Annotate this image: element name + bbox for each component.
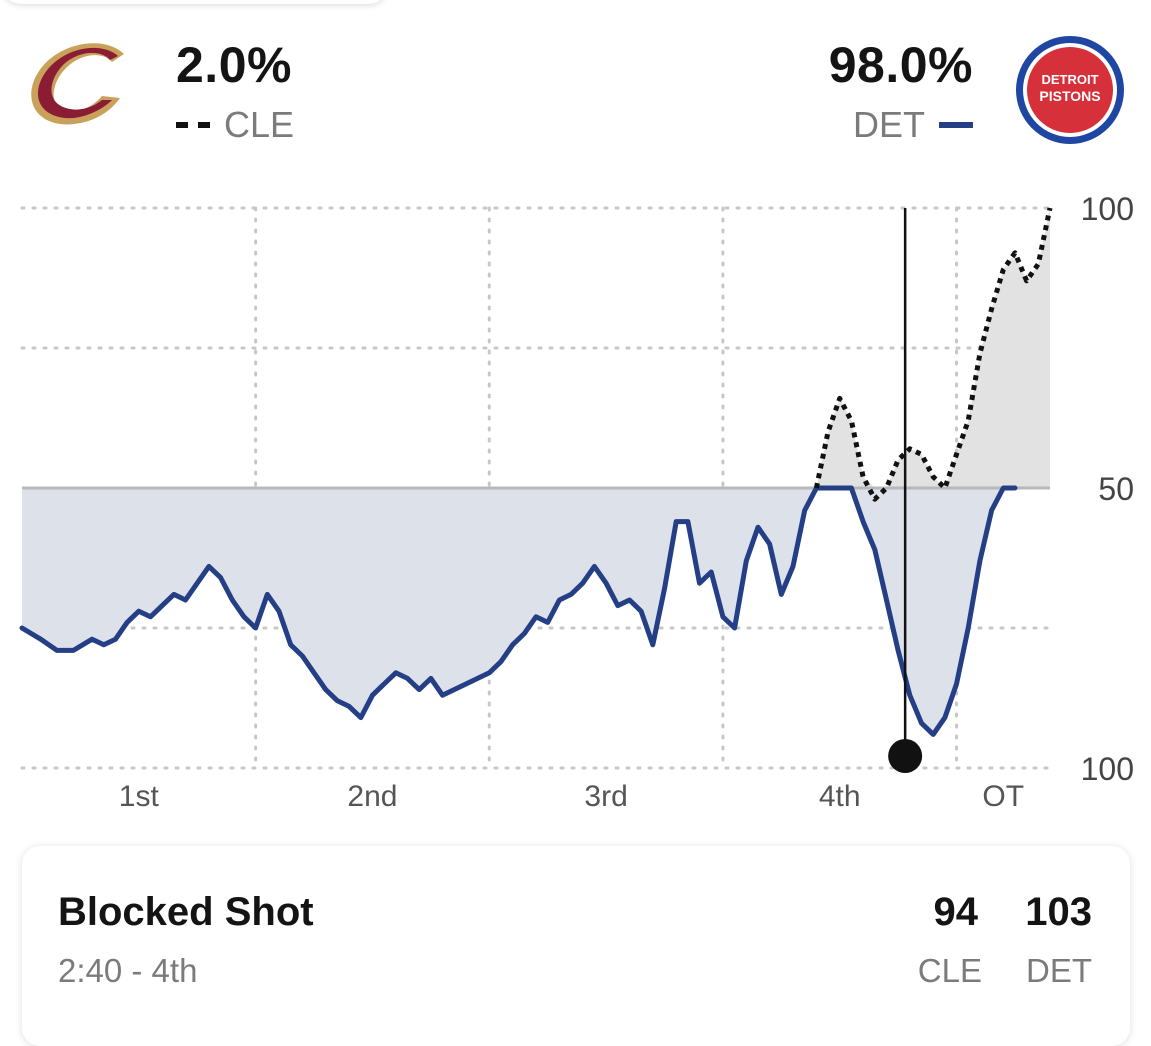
play-marker xyxy=(888,208,923,773)
y-axis-labels: 100 50 100 xyxy=(1081,191,1134,787)
win-probability-chart[interactable]: 100 50 100 1st 2nd 3rd 4th OT xyxy=(0,0,1151,830)
cle-legend-label: CLE xyxy=(224,104,295,145)
x-axis-tick-label: 1st xyxy=(119,780,160,813)
top-sheet-edge xyxy=(0,0,390,4)
det-legend: DET xyxy=(853,104,973,146)
det-area-fill xyxy=(22,488,1015,735)
det-series-line xyxy=(19,485,1018,737)
play-time: 2:40 - 4th xyxy=(58,952,198,989)
cle-score: 94 xyxy=(933,890,979,934)
det-legend-label: DET xyxy=(853,104,925,145)
det-score: 103 xyxy=(1025,890,1092,934)
det-win-probability: 98.0% xyxy=(828,37,973,93)
x-axis-tick-label: 2nd xyxy=(347,780,397,813)
x-axis-tick-label: OT xyxy=(982,780,1024,813)
det-abbr: DET xyxy=(1026,952,1092,989)
play-description: Blocked Shot xyxy=(58,890,314,934)
x-axis-tick-label: 4th xyxy=(819,780,861,813)
cavaliers-logo xyxy=(31,43,124,125)
svg-text:DETROIT: DETROIT xyxy=(1041,72,1098,87)
cle-win-probability: 2.0% xyxy=(176,37,292,93)
cle-area-fill xyxy=(816,208,1050,488)
y-axis-tick-label: 50 xyxy=(1098,471,1134,507)
y-axis-tick-label: 100 xyxy=(1081,191,1134,227)
solid-line-swatch xyxy=(939,122,973,128)
chart-grid xyxy=(20,206,1052,770)
x-axis-labels: 1st 2nd 3rd 4th OT xyxy=(119,780,1024,813)
dashed-line-swatch xyxy=(176,122,210,128)
play-marker-dot xyxy=(888,739,923,773)
chart-fills xyxy=(22,208,1050,735)
pistons-logo: DETROIT PISTONS xyxy=(1016,36,1124,144)
cle-abbr: CLE xyxy=(917,952,982,989)
cle-series-line xyxy=(813,207,1053,502)
cle-legend: CLE xyxy=(176,104,294,146)
play-card[interactable]: Blocked Shot 2:40 - 4th 94 103 CLE DET xyxy=(22,846,1130,1046)
svg-text:PISTONS: PISTONS xyxy=(1039,88,1100,104)
y-axis-tick-label: 100 xyxy=(1081,751,1134,787)
chart-lines xyxy=(19,207,1053,737)
x-axis-tick-label: 3rd xyxy=(584,780,627,813)
